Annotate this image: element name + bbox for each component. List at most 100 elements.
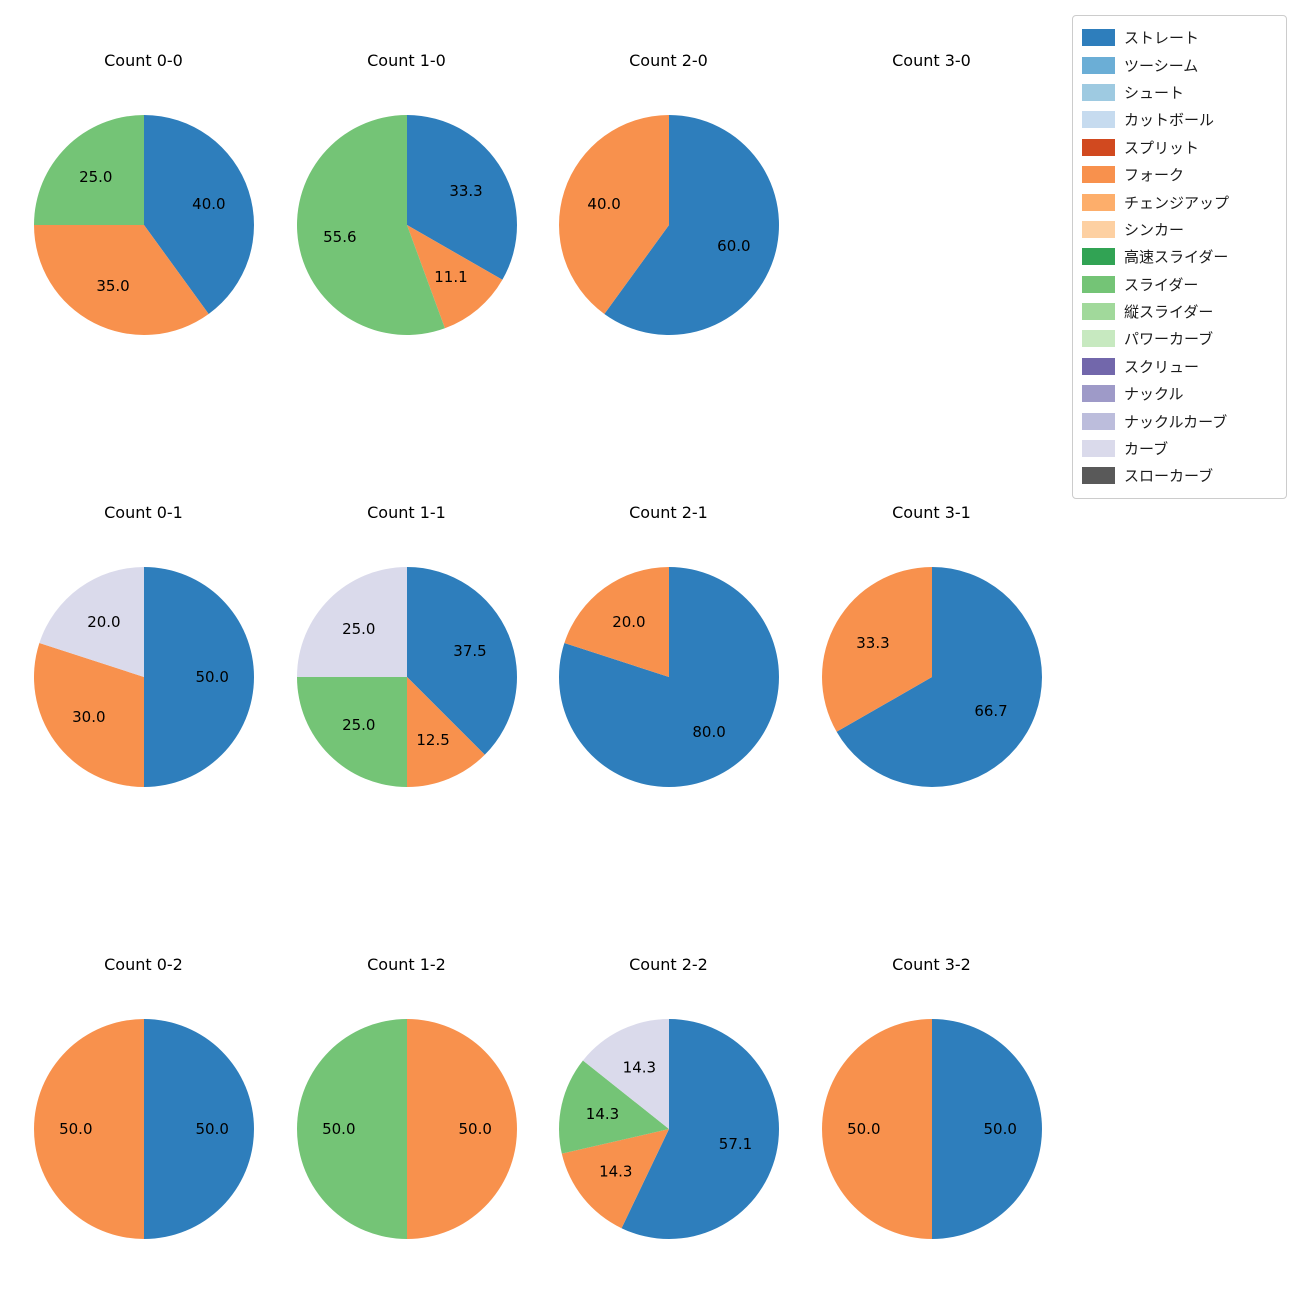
pie-percentage-label: 12.5: [416, 731, 449, 749]
legend-item: ナックル: [1082, 380, 1278, 407]
pie-slice: [582, 1019, 669, 1129]
pie-percentage-label: 20.0: [87, 613, 120, 631]
chart-cell-count-0-0: Count 0-0 40.0 35.0 25.0: [12, 50, 275, 340]
chart-title: Count 0-2: [104, 955, 183, 974]
pie-slice: [406, 677, 485, 787]
pie-chart: 57.1 14.3 14.3 14.3: [558, 1019, 779, 1239]
pie-percentage-label: 37.5: [453, 642, 486, 660]
pie-slice: [296, 115, 445, 335]
legend-color-swatch: [1082, 193, 1115, 211]
pie-slice: [561, 1129, 669, 1229]
chart-title: Count 0-1: [104, 503, 183, 522]
chart-cell-count-0-2: Count 0-2 50.0 50.0: [12, 954, 275, 1244]
pie-percentage-label: 55.6: [323, 228, 356, 246]
chart-cell-count-1-0: Count 1-0 33.3 11.1 55.6: [275, 50, 538, 340]
pie-slice: [558, 115, 669, 314]
legend-color-swatch: [1082, 248, 1115, 266]
chart-cell-count-2-2: Count 2-2 57.1 14.3 14.3 14.3: [537, 954, 800, 1244]
pie-slice: [931, 1019, 1042, 1239]
legend-label: シンカー: [1124, 220, 1185, 239]
legend-label: カットボール: [1124, 111, 1215, 130]
pie-slice: [406, 567, 517, 755]
legend-label: スプリット: [1124, 138, 1200, 157]
chart-cell-count-2-1: Count 2-1 80.0 20.0: [537, 502, 800, 792]
chart-title: Count 1-1: [367, 503, 446, 522]
legend-label: ナックルカーブ: [1124, 412, 1228, 431]
legend-item: スローカーブ: [1082, 462, 1278, 489]
pie-percentage-label: 25.0: [342, 620, 375, 638]
pie-chart: 50.0 50.0: [296, 1019, 517, 1239]
pie-percentage-label: 50.0: [195, 668, 228, 686]
legend-color-swatch: [1082, 111, 1115, 129]
pie-percentage-label: 80.0: [692, 723, 725, 741]
legend-label: シュート: [1124, 83, 1185, 102]
pie-percentage-label: 50.0: [458, 1120, 491, 1138]
legend-color-swatch: [1082, 220, 1115, 238]
legend-color-swatch: [1082, 467, 1115, 485]
legend-color-swatch: [1082, 440, 1115, 458]
pie-percentage-label: 50.0: [847, 1120, 880, 1138]
legend-label: スローカーブ: [1124, 467, 1214, 486]
pie-slice: [33, 115, 144, 225]
pie-percentage-label: 25.0: [79, 168, 112, 186]
legend-item: シュート: [1082, 79, 1278, 106]
legend-color-swatch: [1082, 385, 1115, 403]
pie-percentage-label: 50.0: [195, 1120, 228, 1138]
legend-item: スプリット: [1082, 134, 1278, 161]
pie-percentage-label: 33.3: [449, 182, 482, 200]
chart-title: Count 1-2: [367, 955, 446, 974]
pie-wrap: 57.1 14.3 14.3 14.3: [537, 1014, 800, 1244]
pie-chart: 66.7 33.3: [821, 567, 1042, 787]
legend-color-swatch: [1082, 166, 1115, 184]
legend-item: ストレート: [1082, 24, 1278, 51]
pie-wrap: 33.3 11.1 55.6: [275, 110, 538, 340]
chart-cell-count-1-1: Count 1-1 37.5 12.5 25.0 25.0: [275, 502, 538, 792]
chart-cell-count-3-1: Count 3-1 66.7 33.3: [800, 502, 1063, 792]
pie-slice: [406, 115, 517, 280]
pie-wrap: 40.0 35.0 25.0: [12, 110, 275, 340]
pie-chart: 40.0 35.0 25.0: [33, 115, 254, 336]
legend-color-swatch: [1082, 56, 1115, 74]
legend-label: チェンジアップ: [1124, 193, 1230, 212]
legend-color-swatch: [1082, 412, 1115, 430]
pie-chart: 50.0 50.0: [33, 1019, 254, 1239]
pie-chart: 50.0 50.0: [821, 1019, 1042, 1239]
legend-label: パワーカーブ: [1124, 330, 1214, 349]
chart-title: Count 0-0: [104, 51, 183, 70]
chart-title: Count 3-1: [892, 503, 971, 522]
pie-percentage-label: 20.0: [612, 613, 645, 631]
pie-slice: [296, 567, 407, 677]
pie-slice: [38, 567, 144, 677]
legend-label: フォーク: [1124, 166, 1185, 185]
legend-item: カットボール: [1082, 106, 1278, 133]
pie-slice: [836, 567, 1042, 787]
legend-label: ツーシーム: [1124, 56, 1199, 75]
pie-slice: [558, 567, 779, 787]
legend-color-swatch: [1082, 357, 1115, 375]
chart-title: Count 2-1: [629, 503, 708, 522]
legend-label: ナックル: [1124, 385, 1184, 404]
pie-slice: [821, 567, 932, 732]
legend-color-swatch: [1082, 83, 1115, 101]
pie-slice: [33, 1019, 144, 1239]
pie-chart: 80.0 20.0: [558, 567, 779, 787]
chart-title: Count 2-0: [629, 51, 708, 70]
pie-chart: 37.5 12.5 25.0 25.0: [296, 567, 517, 787]
pie-slice: [406, 225, 502, 329]
legend-color-swatch: [1082, 330, 1115, 348]
pie-wrap: 50.0 50.0: [12, 1014, 275, 1244]
pie-percentage-label: 50.0: [983, 1120, 1016, 1138]
legend-label: スライダー: [1124, 275, 1199, 294]
pie-slice: [821, 1019, 932, 1239]
legend-item: スクリュー: [1082, 353, 1278, 380]
pie-percentage-label: 14.3: [585, 1105, 618, 1123]
legend-label: スクリュー: [1124, 357, 1200, 376]
pie-percentage-label: 25.0: [342, 716, 375, 734]
legend-label: 高速スライダー: [1124, 248, 1229, 267]
pie-slice: [143, 115, 254, 314]
pie-percentage-label: 40.0: [192, 195, 225, 213]
pie-wrap: 50.0 50.0: [800, 1014, 1063, 1244]
chart-cell-count-2-0: Count 2-0 60.0 40.0: [537, 50, 800, 340]
pie-wrap: 60.0 40.0: [537, 110, 800, 340]
